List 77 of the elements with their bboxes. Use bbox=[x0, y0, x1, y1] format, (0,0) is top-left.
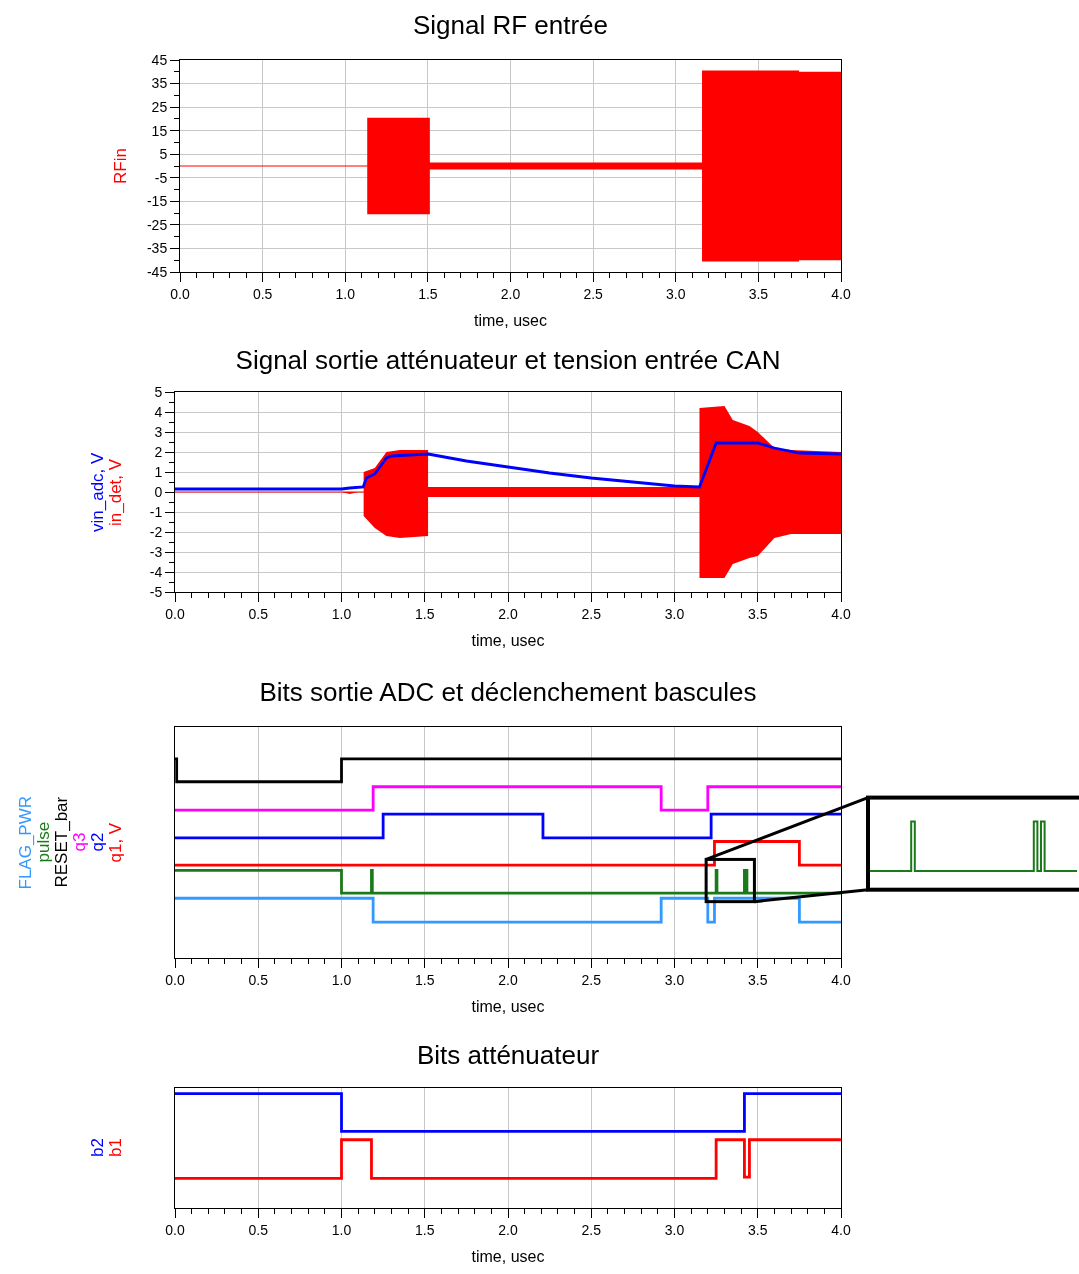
y-tick-label: -15 bbox=[146, 193, 168, 210]
x-tick-label: 4.0 bbox=[831, 971, 851, 988]
x-tick-label: 2.5 bbox=[581, 605, 602, 622]
text: vin_adc, V bbox=[88, 451, 107, 532]
x-tick-label: 3.0 bbox=[664, 605, 685, 622]
y-tick-label: -1 bbox=[149, 503, 163, 520]
y-tick-label: 5 bbox=[154, 383, 163, 400]
x-tick-label: 4.0 bbox=[831, 285, 851, 302]
text: q3 bbox=[69, 832, 89, 852]
text: pulse bbox=[33, 821, 53, 863]
y-tick-label: 25 bbox=[151, 99, 168, 116]
x-tick-label: 0.5 bbox=[248, 971, 269, 988]
chart-title: Bits atténuateur bbox=[416, 1040, 600, 1071]
text: b1 bbox=[106, 1138, 125, 1157]
x-tick-label: 4.0 bbox=[831, 1221, 851, 1238]
x-tick-label: 1.5 bbox=[415, 605, 435, 622]
y-tick-label: -35 bbox=[146, 240, 168, 257]
x-tick-label: 0.0 bbox=[165, 1221, 185, 1238]
line-series bbox=[175, 441, 841, 491]
y-tick-label: 5 bbox=[159, 146, 168, 163]
text: b2 bbox=[88, 1138, 107, 1157]
y-tick-label: -2 bbox=[149, 523, 163, 540]
x-tick-label: 0.5 bbox=[252, 285, 273, 302]
y-tick-label: 35 bbox=[151, 75, 168, 92]
y-tick-label: 2 bbox=[154, 443, 163, 460]
x-tick-label: 3.0 bbox=[664, 1221, 685, 1238]
x-axis-title: time, usec bbox=[471, 998, 545, 1016]
y-tick-label: 0 bbox=[154, 483, 163, 500]
y-tick-label: 4 bbox=[154, 403, 163, 420]
y-tick-label: 15 bbox=[151, 122, 168, 139]
x-tick-label: 2.5 bbox=[581, 1221, 602, 1238]
x-tick-label: 2.0 bbox=[500, 285, 521, 302]
y-tick-label: 3 bbox=[154, 423, 163, 440]
y-tick-label: -3 bbox=[149, 543, 163, 560]
text: q1, V bbox=[105, 822, 125, 863]
x-tick-label: 3.5 bbox=[748, 971, 768, 988]
chart-title: Signal sortie atténuateur et tension entrée CAN bbox=[235, 345, 781, 376]
x-tick-label: 2.0 bbox=[498, 1221, 518, 1238]
text: FLAG_PWR bbox=[15, 795, 35, 890]
x-tick-label: 3.5 bbox=[748, 605, 768, 622]
x-tick-label: 0.0 bbox=[165, 971, 185, 988]
x-tick-label: 0.5 bbox=[248, 1221, 269, 1238]
x-axis-title: time, usec bbox=[474, 312, 547, 330]
text: in_det, V bbox=[106, 458, 125, 526]
x-tick-label: 4.0 bbox=[831, 605, 851, 622]
y-tick-label: -4 bbox=[149, 563, 163, 580]
x-tick-label: 1.0 bbox=[331, 605, 352, 622]
x-tick-label: 3.5 bbox=[748, 285, 769, 302]
text: RESET_bar bbox=[51, 796, 71, 888]
x-tick-label: 1.0 bbox=[335, 285, 356, 302]
x-tick-label: 2.0 bbox=[498, 971, 518, 988]
text: RFin bbox=[111, 148, 130, 184]
x-axis-title: time, usec bbox=[471, 1248, 545, 1266]
x-axis-title: time, usec bbox=[471, 632, 545, 650]
x-tick-label: 2.5 bbox=[581, 971, 602, 988]
x-tick-label: 1.5 bbox=[415, 1221, 435, 1238]
y-tick-label: -25 bbox=[146, 216, 168, 233]
x-tick-label: 1.5 bbox=[415, 971, 435, 988]
x-tick-label: 1.0 bbox=[331, 1221, 352, 1238]
text: q2 bbox=[87, 832, 107, 852]
x-tick-label: 3.0 bbox=[666, 285, 686, 302]
x-tick-label: 0.5 bbox=[248, 605, 269, 622]
y-tick-label: -45 bbox=[146, 263, 168, 280]
x-tick-label: 0.0 bbox=[170, 285, 190, 302]
x-tick-label: 2.5 bbox=[583, 285, 604, 302]
chart-title: Signal RF entrée bbox=[412, 10, 609, 41]
x-tick-label: 2.0 bbox=[498, 605, 518, 622]
x-tick-label: 3.5 bbox=[748, 1221, 768, 1238]
x-tick-label: 3.0 bbox=[664, 971, 685, 988]
y-tick-label: -5 bbox=[154, 169, 168, 186]
y-tick-label: 1 bbox=[154, 463, 163, 480]
chart-title: Bits sortie ADC et déclenchement bascules bbox=[259, 677, 757, 708]
x-tick-label: 1.5 bbox=[418, 285, 438, 302]
x-tick-label: 1.0 bbox=[331, 971, 352, 988]
y-tick-label: -5 bbox=[149, 583, 163, 600]
x-tick-label: 0.0 bbox=[165, 605, 185, 622]
y-tick-label: 45 bbox=[151, 51, 168, 68]
